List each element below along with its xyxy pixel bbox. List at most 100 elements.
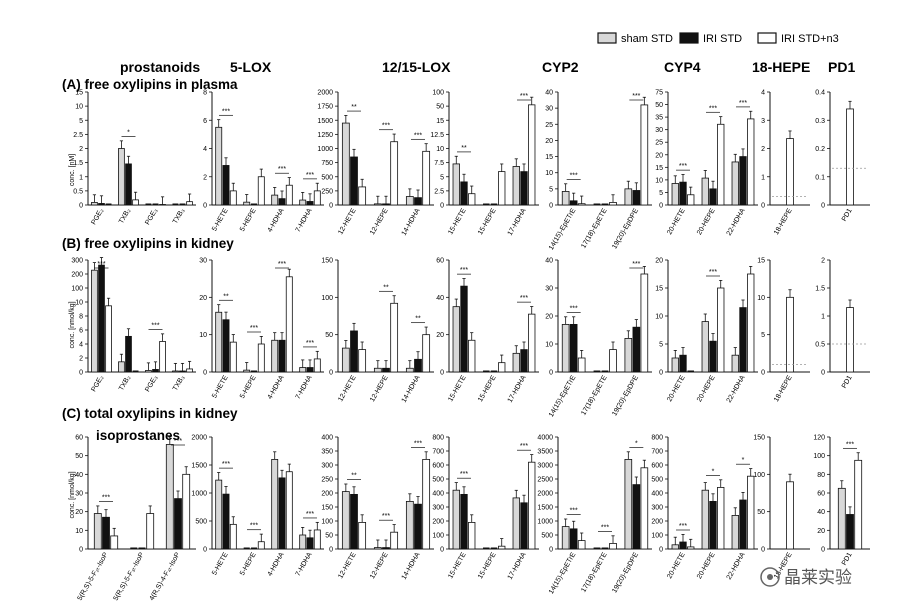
y-tick-label: 350: [321, 449, 333, 456]
bar-22-HDHA-IRI-STD: [739, 499, 747, 550]
header-12-15lox: 12/15-LOX: [382, 59, 451, 75]
bar-4-HDHA-sham-STD: [271, 458, 279, 550]
bar-14(15)-EpETrE-IRI-STD+n3: [577, 357, 586, 373]
bar-17(18)-EpETE-IRI-STD+n3: [609, 543, 617, 550]
y-tick-label: 1: [821, 314, 825, 321]
category-label: PGE₃: [144, 374, 159, 393]
y-tick-label: 0: [203, 547, 207, 554]
bar-PGE2-IRI-STD: [98, 264, 105, 373]
bar-5-HETE-IRI-STD+n3: [229, 190, 237, 206]
watermark: 晶莱实验: [760, 567, 852, 587]
y-tick-label: 0: [549, 203, 553, 210]
y-tick-label: 60: [817, 491, 825, 498]
y-tick-label: 1.5: [815, 286, 825, 293]
bar-4-HDHA-IRI-STD: [278, 339, 286, 373]
y-tick-label: 500: [195, 519, 207, 526]
bar-17-HDHA-sham-STD: [512, 497, 520, 550]
bar-15-HETE-IRI-STD+n3: [468, 522, 476, 550]
y-tick-label: 0: [79, 547, 83, 554]
category-label: 5-HEPE: [239, 207, 258, 233]
y-tick-label: 2: [821, 258, 825, 265]
y-tick-label: 10: [75, 104, 83, 111]
y-tick-label: 2000: [537, 491, 553, 498]
bar-20-HETE-IRI-STD+n3: [687, 194, 695, 206]
sig-label: *: [742, 457, 745, 464]
y-tick-label: 60: [75, 435, 83, 442]
y-tick-label: 1000: [317, 146, 333, 153]
bar-20-HEPE-IRI-STD+n3: [717, 123, 725, 206]
chart-A_5lox: 0 2 4 6 8 5-HETE 5-HEPE 4-HDHA 7-HDHA *** *** ***: [203, 90, 324, 234]
sig-label: ***: [97, 261, 105, 268]
sig-label: **: [383, 284, 389, 291]
y-tick-label: 12.5: [430, 132, 444, 139]
y-tick-label: 50: [75, 453, 83, 460]
bar-19(20)-EpDPE-sham-STD: [624, 337, 633, 373]
category-label: 17(18)-EpETE: [580, 551, 609, 594]
sig-label: **: [461, 145, 467, 152]
y-tick-label: 2500: [537, 477, 553, 484]
y-tick-label: 35: [655, 115, 663, 122]
bar-20-HETE-IRI-STD: [679, 541, 687, 550]
y-tick-label: 0: [761, 370, 765, 377]
header-cyp4: CYP4: [664, 59, 701, 75]
y-tick-label: 15: [655, 165, 663, 172]
y-tick-label: 20: [655, 152, 663, 159]
bar-5(R,S)-5-F2t-IsoP-sham-STD: [93, 513, 102, 550]
sig-label: ***: [306, 172, 314, 179]
y-tick-label: 25: [655, 140, 663, 147]
sig-label: ***: [520, 295, 528, 302]
bar-4-HDHA-IRI-STD+n3: [285, 184, 293, 206]
bar-15-HETE-IRI-STD: [460, 285, 468, 373]
y-tick-label: 150: [321, 258, 333, 265]
category-label: 4-HDHA: [267, 207, 286, 233]
chart-C_1215: 0 50 100 150 200 250 300 350 400 12-HETE 12-HEPE 14…: [321, 435, 434, 581]
bar-20-HEPE-IRI-STD+n3: [717, 287, 725, 373]
y-tick-label: 0.5: [815, 342, 825, 349]
bar-17-HDHA-sham-STD: [512, 352, 520, 373]
bar-7-HDHA-IRI-STD+n3: [313, 529, 321, 550]
bar-12-HEPE-IRI-STD+n3: [390, 141, 399, 206]
section-subtitle-isoprostanes: isoprostanes: [96, 428, 180, 443]
category-label: 5(R,S)-5-F₃ₜ-IsoP: [113, 551, 146, 602]
bar-TXB3-IRI-STD+n3: [186, 368, 193, 373]
bar-4-HDHA-IRI-STD: [278, 477, 286, 550]
bar-17-HDHA-IRI-STD+n3: [528, 313, 536, 373]
category-label: 18-HEPE: [773, 207, 794, 236]
category-label: 14(15)-EpETrE: [548, 207, 578, 251]
bar-4-HDHA-IRI-STD+n3: [285, 471, 293, 550]
sig-label: **: [415, 316, 421, 323]
y-tick-label: 3500: [537, 449, 553, 456]
y-tick-label: 0: [329, 547, 333, 554]
y-tick-label: 100: [651, 533, 663, 540]
y-tick-label: 40: [817, 509, 825, 516]
bar-19(20)-EpDPE-IRI-STD: [632, 326, 641, 373]
legend-label-iri: IRI STD: [703, 33, 742, 45]
y-tick-label: 40: [436, 295, 444, 302]
chart-B_pd1: 0 0.5 1 1.5 2 PD1: [815, 258, 870, 390]
y-tick-label: 2.5: [434, 188, 444, 195]
y-tick-label: 10: [199, 332, 207, 339]
bar-12-HEPE-IRI-STD+n3: [390, 302, 399, 373]
category-label: PGE₃: [144, 207, 159, 226]
y-tick-label: 10: [75, 528, 83, 535]
y-tick-label: 600: [432, 463, 444, 470]
y-tick-label: 0: [329, 370, 333, 377]
chart-A_cyp4: 0 5 10 15 20 25 30 35 50 75 20-HETE 20-HEPE 22-HDHA *…: [655, 90, 758, 237]
bar-PD1-IRI-STD+n3: [846, 108, 854, 206]
chart-C_cyp2: 0 500 1000 1500 2000 2500 3000 3500 4000 14(15)-E…: [537, 435, 652, 596]
y-tick-label: 500: [321, 174, 333, 181]
category-label: 15-HEPE: [477, 374, 498, 403]
bar-12-HETE-IRI-STD: [350, 156, 358, 206]
chart-A_pd1: 0 0.1 0.2 0.3 0.4 PD1: [815, 90, 870, 223]
chart-B_18: 0 5 10 15 18-HEPE: [757, 258, 810, 403]
bar-22-HDHA-sham-STD: [731, 354, 739, 373]
bar-20-HEPE-sham-STD: [701, 489, 709, 550]
watermark-logo-icon: [760, 567, 780, 587]
y-tick-label: 40: [545, 258, 553, 265]
y-tick-label: 300: [71, 258, 83, 265]
bar-19(20)-EpDPE-IRI-STD+n3: [640, 273, 649, 373]
sig-label: ***: [520, 93, 528, 100]
y-tick-label: 50: [325, 533, 333, 540]
bar-14-HDHA-IRI-STD+n3: [422, 334, 431, 373]
chart-B_pros: 0 2 4 6 8 10 100 200 300 PGE₂ TXB₂ PGE₃ TXB₃ *** ***: [71, 257, 196, 393]
